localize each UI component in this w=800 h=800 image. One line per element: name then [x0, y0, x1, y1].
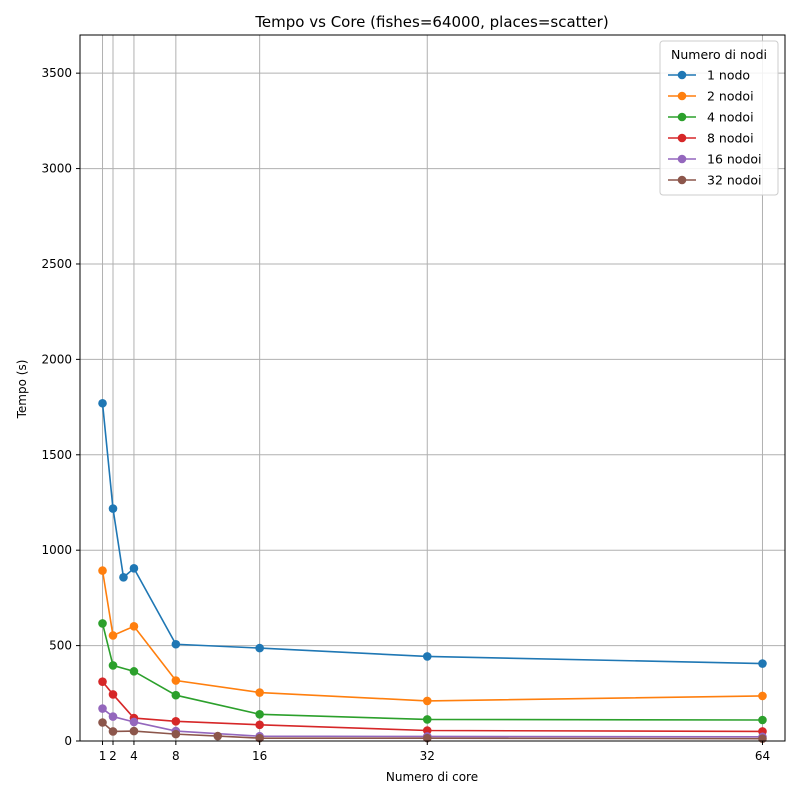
data-point	[422, 715, 432, 724]
y-axis-title: Tempo (s)	[15, 360, 29, 420]
data-point	[108, 661, 118, 670]
data-point	[129, 667, 139, 676]
data-point	[108, 690, 118, 699]
data-point	[422, 652, 432, 661]
legend-label: 1 nodo	[707, 68, 750, 83]
data-point	[255, 688, 264, 697]
data-point	[255, 643, 264, 653]
series-line	[101, 623, 763, 721]
legend-marker	[677, 70, 687, 80]
data-point	[171, 729, 181, 739]
data-point	[98, 704, 107, 713]
data-point	[129, 717, 139, 727]
data-point	[422, 733, 432, 743]
y-tick-label: 3500	[41, 66, 72, 80]
y-tick-label: 500	[49, 639, 72, 653]
series-line	[101, 403, 763, 665]
data-point	[98, 398, 107, 408]
legend-title: Numero di nodi	[671, 47, 767, 62]
legend-label: 32 nodoi	[707, 173, 762, 188]
data-point	[171, 717, 181, 726]
data-point	[129, 564, 139, 573]
data-point	[108, 712, 118, 721]
series-1	[98, 398, 767, 668]
data-point	[758, 659, 767, 668]
series-line	[101, 570, 763, 702]
data-point	[171, 690, 181, 700]
data-point	[255, 733, 264, 743]
x-tick-label: 32	[420, 749, 435, 763]
data-point	[98, 566, 107, 575]
data-point	[422, 726, 432, 735]
legend-entry: 4 nodoi	[668, 110, 754, 125]
data-point	[129, 726, 139, 736]
legend-entry: 1 nodo	[668, 68, 750, 83]
legend-marker	[677, 112, 687, 122]
data-point	[171, 676, 181, 685]
legend-marker	[677, 91, 687, 101]
legend: Numero di nodi 1 nodo 2 nodoi 4 nodoi 8 nod…	[659, 40, 779, 196]
legend-label: 4 nodoi	[707, 110, 754, 125]
legend-entries: 1 nodo 2 nodoi 4 nodoi 8 nodoi 16 nodoi 32 no…	[668, 68, 762, 188]
x-axis-title: Numero di core	[386, 770, 478, 784]
series-2	[98, 566, 767, 706]
legend-box	[659, 40, 779, 196]
legend-entry: 2 nodoi	[668, 89, 754, 104]
data-point	[119, 572, 128, 582]
data-point	[758, 715, 767, 725]
legend-marker	[677, 133, 687, 143]
legend-entry: 32 nodoi	[668, 173, 762, 188]
data-point	[98, 718, 107, 727]
x-tick-label: 16	[252, 749, 267, 763]
data-point	[171, 639, 181, 649]
legend-label: 2 nodoi	[707, 89, 754, 104]
x-tick-label: 2	[109, 749, 117, 763]
y-tick-label: 3000	[41, 162, 72, 176]
data-point	[108, 504, 118, 513]
x-tick-label: 64	[755, 749, 770, 763]
series-4	[98, 677, 767, 736]
chart-title: Tempo vs Core (fishes=64000, places=scat…	[254, 13, 608, 31]
legend-label: 8 nodoi	[707, 131, 754, 146]
legend-label: 16 nodoi	[707, 152, 762, 167]
series-layer	[98, 398, 767, 744]
data-point	[422, 696, 432, 706]
x-tick-label: 1	[99, 749, 107, 763]
series-line	[101, 681, 763, 733]
plot-frame	[79, 34, 786, 742]
data-point	[98, 677, 107, 686]
x-tick-label: 4	[130, 749, 138, 763]
legend-marker	[677, 154, 687, 164]
y-tick-label: 1000	[41, 543, 72, 557]
data-point	[255, 709, 264, 719]
data-point	[213, 731, 223, 741]
axis-ticks: 1 2 4 8 16 32 64 0 500 1000 1500 2000 2500 3000 3500	[41, 66, 770, 763]
data-point	[129, 622, 139, 631]
y-tick-label: 2000	[41, 352, 72, 366]
series-3	[98, 619, 767, 725]
data-point	[255, 720, 264, 730]
legend-entry: 8 nodoi	[668, 131, 754, 146]
y-tick-label: 1500	[41, 448, 72, 462]
legend-marker	[677, 175, 687, 185]
data-point	[98, 619, 107, 628]
y-tick-label: 2500	[41, 257, 72, 271]
y-tick-label: 0	[64, 734, 72, 748]
data-point	[758, 691, 767, 701]
x-tick-label: 8	[172, 749, 180, 763]
legend-entry: 16 nodoi	[668, 152, 762, 167]
data-point	[108, 631, 118, 640]
data-point	[108, 727, 118, 736]
